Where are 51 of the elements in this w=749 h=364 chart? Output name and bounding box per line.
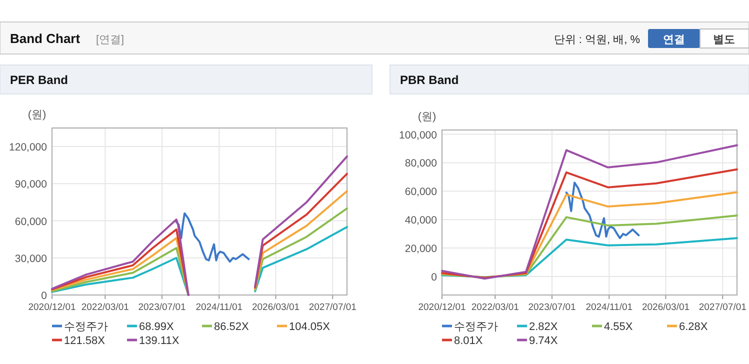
y-tick-label: 120,000 bbox=[9, 142, 48, 154]
legend-label: 6.28X bbox=[679, 321, 708, 333]
line-series bbox=[441, 237, 738, 278]
x-tick-label: 2026/03/01 bbox=[252, 302, 300, 313]
x-tick-label: 2026/03/01 bbox=[642, 302, 690, 313]
text: 연결 bbox=[663, 34, 685, 46]
x-tick-label: 2023/07/01 bbox=[138, 302, 186, 313]
x-tick-label: 2024/11/01 bbox=[586, 302, 633, 313]
line-series bbox=[441, 191, 738, 279]
legend-label: 104.05X bbox=[289, 321, 331, 333]
y-tick-label: 20,000 bbox=[404, 243, 438, 256]
y-tick-label: 60,000 bbox=[14, 216, 48, 228]
text: [연결] bbox=[96, 34, 124, 46]
legend-label: 139.11X bbox=[139, 335, 180, 347]
legend-label: 86.52X bbox=[214, 321, 250, 333]
y-tick-label: 90,000 bbox=[14, 178, 48, 191]
legend-label: 2.82X bbox=[529, 321, 558, 333]
y-tick-label: 0 bbox=[431, 272, 438, 284]
line-series bbox=[441, 144, 738, 280]
text: 단위 : 억원, 배, % bbox=[554, 34, 640, 46]
y-tick-label: 100,000 bbox=[399, 129, 438, 142]
line-series bbox=[565, 182, 640, 240]
legend-label: 9.74X bbox=[529, 335, 558, 347]
x-tick-label: 2023/07/01 bbox=[528, 302, 576, 313]
y-tick-label: 0 bbox=[41, 290, 48, 302]
y-tick-label: 80,000 bbox=[404, 158, 438, 170]
legend-label: 121.58X bbox=[64, 335, 106, 347]
y-tick-label: 30,000 bbox=[14, 252, 48, 265]
x-tick-label: 2027/07/01 bbox=[698, 302, 746, 313]
chart-title: PER Band bbox=[10, 73, 68, 87]
x-tick-label: 2022/03/01 bbox=[81, 302, 129, 313]
x-tick-label: 2020/12/01 bbox=[418, 302, 466, 313]
line-series bbox=[441, 214, 738, 278]
x-tick-label: 2022/03/01 bbox=[471, 302, 519, 313]
y-tick-label: 40,000 bbox=[404, 214, 438, 227]
legend-label: 8.01X bbox=[454, 335, 484, 347]
legend-label: 4.55X bbox=[604, 321, 634, 333]
text: Band Chart bbox=[10, 31, 81, 46]
legend-label: 68.99X bbox=[139, 321, 175, 333]
chart-title: PBR Band bbox=[400, 73, 459, 87]
legend-label: 수정주가 bbox=[454, 321, 498, 333]
legend-label: 수정주가 bbox=[64, 321, 108, 333]
line-series bbox=[175, 212, 250, 263]
x-tick-label: 2020/12/01 bbox=[28, 302, 76, 313]
y-axis-title: (원) bbox=[28, 109, 46, 121]
y-tick-label: 60,000 bbox=[404, 186, 438, 198]
line-series bbox=[441, 168, 738, 279]
x-tick-label: 2024/11/01 bbox=[196, 302, 243, 313]
x-tick-label: 2027/07/01 bbox=[308, 302, 356, 313]
y-axis-title: (원) bbox=[418, 111, 436, 123]
text: 별도 bbox=[713, 34, 735, 46]
